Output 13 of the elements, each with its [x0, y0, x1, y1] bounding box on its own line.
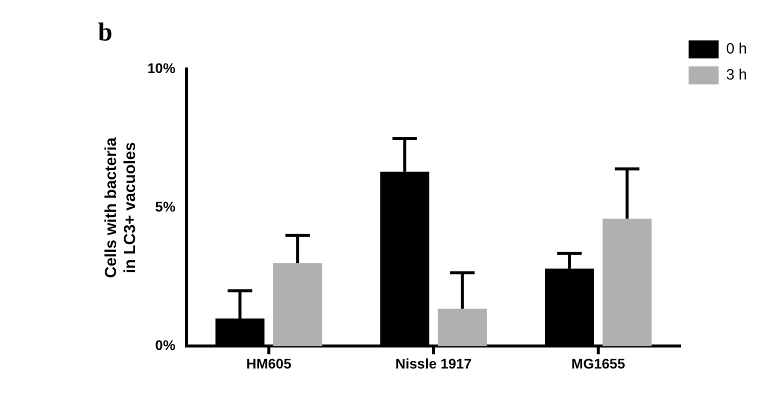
y-tick-label: 10%	[147, 60, 176, 76]
chart-title: b	[98, 17, 112, 46]
bar	[602, 218, 652, 346]
x-tick-label: MG1655	[571, 355, 626, 372]
x-tick-label: HM605	[246, 355, 292, 372]
x-tick-label: Nissle 1917	[395, 355, 472, 372]
bar	[273, 263, 322, 346]
y-tick-label: 0%	[155, 337, 176, 354]
bar	[438, 308, 487, 346]
legend-label: 3 h	[726, 66, 748, 84]
y-axis-title: Cells with bacteria in LC3+ vacuoles	[103, 137, 140, 278]
legend-label: 0 h	[726, 40, 748, 58]
y-tick-label: 5%	[155, 198, 176, 215]
